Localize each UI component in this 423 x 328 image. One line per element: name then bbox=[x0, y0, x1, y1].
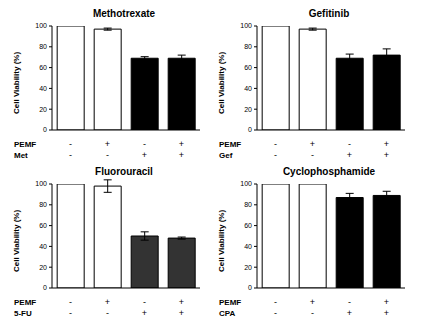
svg-text:-: - bbox=[348, 297, 351, 307]
svg-text:PEMF: PEMF bbox=[14, 298, 36, 307]
svg-text:-: - bbox=[311, 150, 314, 160]
svg-text:+: + bbox=[179, 150, 184, 160]
svg-text:-: - bbox=[274, 297, 277, 307]
svg-text:+: + bbox=[142, 308, 147, 318]
svg-text:100: 100 bbox=[35, 22, 47, 29]
svg-text:100: 100 bbox=[240, 180, 252, 187]
svg-text:20: 20 bbox=[39, 106, 47, 113]
svg-text:20: 20 bbox=[39, 264, 47, 271]
svg-text:+: + bbox=[105, 139, 110, 149]
svg-text:20: 20 bbox=[244, 106, 252, 113]
svg-text:-: - bbox=[69, 297, 72, 307]
svg-text:+: + bbox=[179, 297, 184, 307]
svg-text:40: 40 bbox=[244, 243, 252, 250]
svg-text:20: 20 bbox=[244, 264, 252, 271]
svg-text:Cell Viability (%): Cell Viability (%) bbox=[12, 210, 21, 272]
svg-text:+: + bbox=[384, 297, 389, 307]
svg-text:0: 0 bbox=[248, 284, 252, 291]
svg-text:-: - bbox=[143, 139, 146, 149]
svg-text:+: + bbox=[384, 150, 389, 160]
svg-text:-: - bbox=[274, 139, 277, 149]
svg-text:CPA: CPA bbox=[219, 309, 236, 318]
svg-text:+: + bbox=[179, 308, 184, 318]
svg-text:+: + bbox=[347, 150, 352, 160]
svg-text:Cell Viability (%): Cell Viability (%) bbox=[217, 52, 226, 114]
svg-text:-: - bbox=[311, 308, 314, 318]
svg-text:-: - bbox=[106, 308, 109, 318]
svg-text:-: - bbox=[69, 139, 72, 149]
svg-text:60: 60 bbox=[39, 64, 47, 71]
svg-text:40: 40 bbox=[244, 85, 252, 92]
svg-text:60: 60 bbox=[244, 222, 252, 229]
svg-text:PEMF: PEMF bbox=[219, 140, 241, 149]
svg-text:+: + bbox=[384, 139, 389, 149]
html-text:Fluorouracil: Fluorouracil bbox=[95, 166, 153, 177]
svg-text:Cell Viability (%): Cell Viability (%) bbox=[12, 52, 21, 114]
svg-text:100: 100 bbox=[240, 22, 252, 29]
html-text:Cyclophosphamide: Cyclophosphamide bbox=[282, 166, 376, 177]
svg-text:40: 40 bbox=[39, 85, 47, 92]
html-text:Methotrexate: Methotrexate bbox=[92, 8, 156, 19]
svg-text:PEMF: PEMF bbox=[219, 298, 241, 307]
svg-text:-: - bbox=[274, 308, 277, 318]
svg-text:0: 0 bbox=[248, 126, 252, 133]
svg-text:Cell Viability (%): Cell Viability (%) bbox=[217, 210, 226, 272]
svg-text:80: 80 bbox=[39, 43, 47, 50]
svg-text:Met: Met bbox=[14, 151, 28, 160]
svg-text:-: - bbox=[69, 308, 72, 318]
svg-text:+: + bbox=[179, 139, 184, 149]
svg-text:+: + bbox=[310, 297, 315, 307]
svg-text:-: - bbox=[143, 297, 146, 307]
svg-text:+: + bbox=[384, 308, 389, 318]
svg-text:60: 60 bbox=[39, 222, 47, 229]
svg-text:80: 80 bbox=[244, 201, 252, 208]
svg-text:0: 0 bbox=[43, 284, 47, 291]
svg-text:60: 60 bbox=[244, 64, 252, 71]
svg-text:-: - bbox=[69, 150, 72, 160]
svg-text:+: + bbox=[347, 308, 352, 318]
svg-text:+: + bbox=[142, 150, 147, 160]
svg-text:Gef: Gef bbox=[219, 151, 233, 160]
html-text:Gefitinib: Gefitinib bbox=[308, 8, 350, 19]
svg-text:40: 40 bbox=[39, 243, 47, 250]
svg-text:80: 80 bbox=[244, 43, 252, 50]
svg-text:0: 0 bbox=[43, 126, 47, 133]
svg-text:-: - bbox=[274, 150, 277, 160]
svg-text:-: - bbox=[106, 150, 109, 160]
svg-text:+: + bbox=[310, 139, 315, 149]
svg-text:-: - bbox=[348, 139, 351, 149]
svg-text:5-FU: 5-FU bbox=[14, 309, 32, 318]
svg-text:80: 80 bbox=[39, 201, 47, 208]
svg-text:100: 100 bbox=[35, 180, 47, 187]
svg-text:+: + bbox=[105, 297, 110, 307]
svg-text:PEMF: PEMF bbox=[14, 140, 36, 149]
